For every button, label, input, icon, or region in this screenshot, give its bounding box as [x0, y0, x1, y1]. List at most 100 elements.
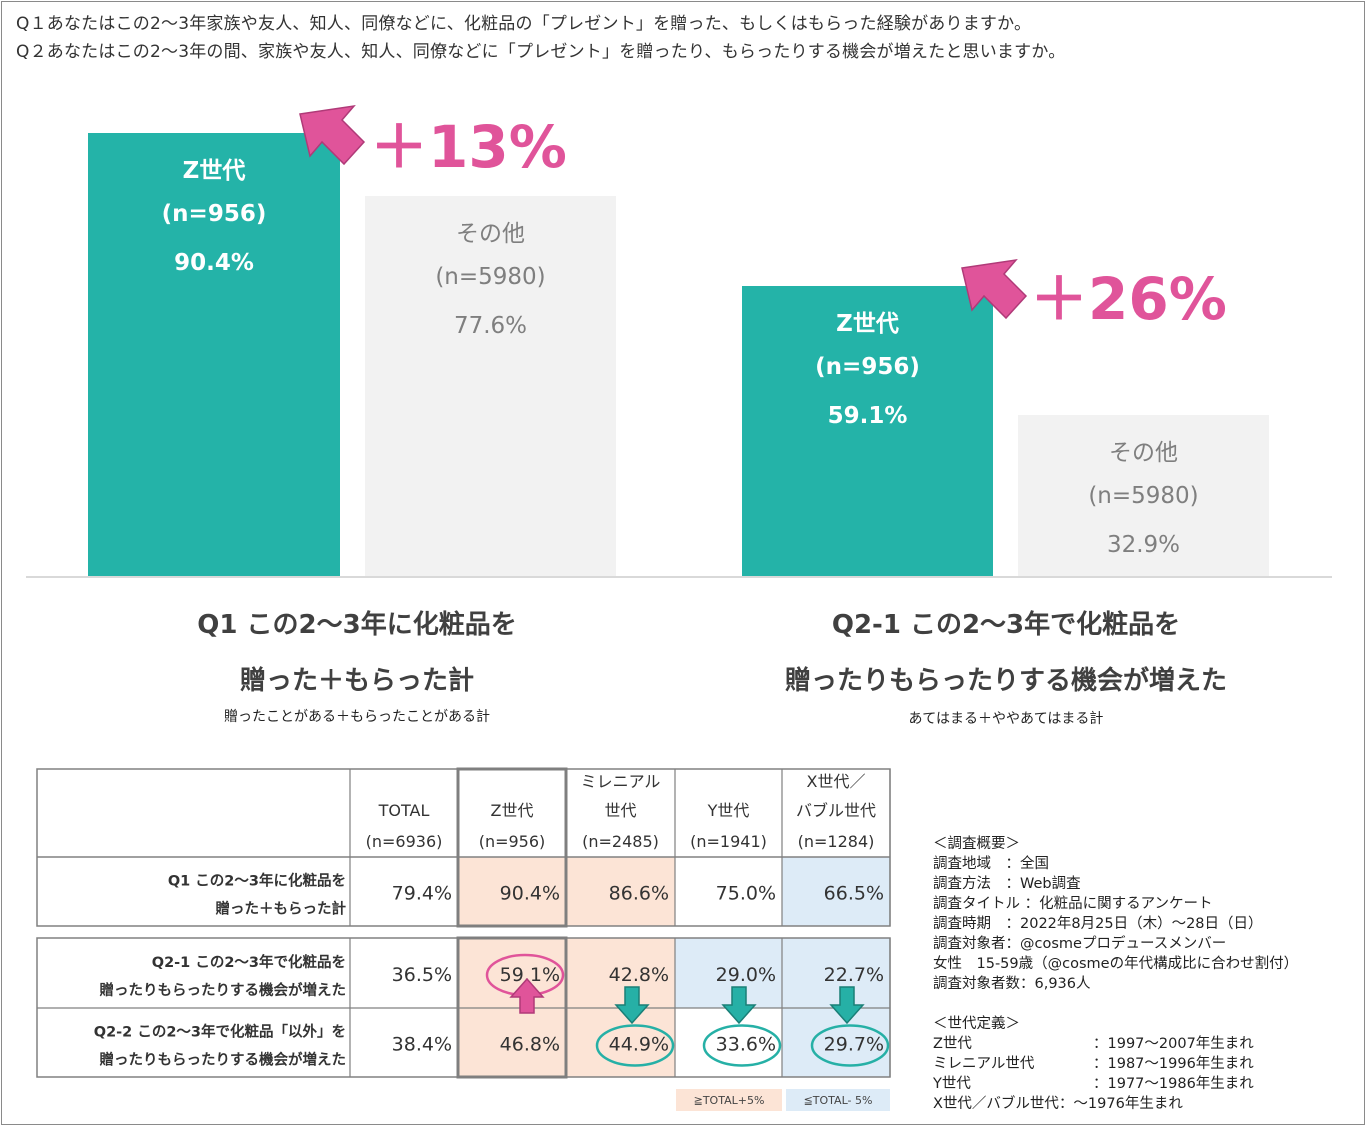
column-header: バブル世代	[796, 801, 876, 820]
table-cell-shade	[782, 1008, 890, 1077]
down-arrow-icon	[721, 986, 757, 1025]
question-q2: Q２あなたはこの2～3年の間、家族や友人、知人、同僚などに「プレゼント」を贈った…	[16, 42, 1066, 62]
row-label: 贈ったりもらったりする機会が増えた	[100, 981, 347, 999]
column-header: Y世代	[707, 801, 750, 820]
caption-q2-line2: 贈ったりもらったりする機会が増えた	[784, 666, 1227, 696]
table-cell-shade	[675, 938, 782, 1008]
summary-row: 調査時期 ： 2022年8月25日（木）～28日（日）	[933, 914, 1298, 934]
chart-baseline	[26, 576, 1332, 578]
table-cell-shade	[458, 857, 566, 926]
table-cell-shade	[782, 857, 890, 926]
row-label: Q2-1 この2～3年で化粧品を	[152, 953, 346, 971]
bar-q2-z-category: Z世代	[836, 311, 899, 337]
bar-q1-z-n: (n=956)	[161, 201, 267, 227]
table-cell-value: 38.4%	[392, 1034, 452, 1056]
down-arrow-icon	[829, 986, 865, 1025]
table-cell-value: 36.5%	[392, 964, 452, 986]
row-label: Q1 この2～3年に化粧品を	[168, 872, 346, 890]
summary-value: 全国	[1020, 856, 1049, 872]
generation-value: ：1997～2007年生まれ	[1093, 1036, 1254, 1052]
table-cell-shade	[782, 938, 890, 1008]
column-n: (n=6936)	[366, 832, 443, 851]
generation-row: Z世代 ：1997～2007年生まれ	[933, 1034, 1298, 1054]
up-arrow-icon-q2	[961, 258, 1028, 320]
summary-key: 調査地域 ：	[933, 856, 1020, 872]
generation-row: Y世代 ：1977～1986年生まれ	[933, 1074, 1298, 1094]
table-cell-value: 75.0%	[716, 883, 776, 905]
bar-q2-other-n: (n=5980)	[1088, 483, 1199, 509]
table-cell-value: 22.7%	[824, 964, 884, 986]
column-n: (n=1284)	[798, 832, 875, 851]
up-arrow-icon	[509, 977, 545, 1014]
row-label: 贈った＋もらった計	[216, 900, 347, 918]
caption-q1-sub: 贈ったことがある＋もらったことがある計	[224, 709, 490, 725]
table-cell-value: 29.7%	[824, 1034, 884, 1056]
column-n: (n=956)	[479, 832, 546, 851]
row-label: Q2-2 この2～3年で化粧品「以外」を	[94, 1023, 346, 1041]
table-cell-value: 44.9%	[609, 1034, 669, 1056]
summary-value: 化粧品に関するアンケート	[1039, 896, 1213, 912]
generation-value: ：1977～1986年生まれ	[1093, 1076, 1254, 1092]
generation-key: ミレニアル世代	[933, 1056, 1035, 1072]
caption-q2-sub: あてはまる＋ややあてはまる計	[908, 711, 1104, 727]
caption-q2-line1: Q2-1 この2～3年で化粧品を	[831, 610, 1181, 640]
bar-q1-z-value: 90.4%	[174, 250, 254, 276]
up-arrow-icon-q1	[299, 104, 366, 166]
highlight-circle	[595, 1024, 675, 1067]
down-arrow-icon	[614, 986, 650, 1025]
generation-value: ：～1976年生まれ	[1058, 1096, 1183, 1112]
row-label: 贈ったりもらったりする機会が増えた	[100, 1051, 347, 1069]
generation-value: ：1987～1996年生まれ	[1093, 1056, 1254, 1072]
summary-row: 調査地域 ：全国	[933, 854, 1298, 874]
bar-q1-other-category: その他	[456, 221, 525, 247]
delta-q2: ＋26%	[1030, 265, 1227, 333]
generation-heading: ＜世代定義＞	[933, 1016, 1020, 1032]
table-cell-value: 86.6%	[609, 883, 669, 905]
generation-key: Y世代	[933, 1076, 971, 1092]
column-n: (n=1941)	[690, 832, 767, 851]
table-cell-value: 46.8%	[500, 1034, 560, 1056]
summary-value: 2022年8月25日（木）～28日（日）	[1020, 916, 1263, 932]
column-header: TOTAL	[378, 801, 430, 820]
caption-q1-line2: 贈った＋もらった計	[239, 666, 474, 696]
summary-row: 調査方法 ： Web調査	[933, 874, 1298, 894]
table-cell-value: 42.8%	[609, 964, 669, 986]
table-cell-shade	[566, 1008, 675, 1077]
bar-q1-other: その他 (n=5980) 77.6%	[365, 196, 616, 576]
bar-q1-other-n: (n=5980)	[435, 264, 546, 290]
table-cell-value: 79.4%	[392, 883, 452, 905]
bar-q2-other: その他 (n=5980) 32.9%	[1018, 415, 1269, 576]
table-cell-value: 33.6%	[716, 1034, 776, 1056]
generation-row: X世代／バブル世代 ：～1976年生まれ	[933, 1094, 1298, 1114]
question-q1: Q１あなたはこの2～3年家族や友人、知人、同僚などに、化粧品の「プレゼント」を贈…	[16, 14, 1032, 34]
table-cell-value: 90.4%	[500, 883, 560, 905]
bar-q2-z: Z世代 (n=956) 59.1%	[742, 286, 993, 576]
bar-q1-z: Z世代 (n=956) 90.4%	[88, 133, 340, 576]
caption-q1-line1: Q1 この2～3年に化粧品を	[197, 610, 517, 640]
bar-q2-other-category: その他	[1109, 440, 1178, 466]
survey-summary: ＜調査概要＞ 調査地域 ：全国 調査方法 ： Web調査 調査タイトル ：化粧品に…	[933, 834, 1298, 1114]
summary-heading: ＜調査概要＞	[933, 836, 1020, 852]
z-column-highlight	[456, 936, 568, 1079]
summary-value: @cosmeプロデュースメンバー	[1020, 936, 1227, 952]
table-cell-value: 29.0%	[716, 964, 776, 986]
highlight-circle	[702, 1024, 782, 1067]
summary-key: 調査方法 ：	[933, 876, 1020, 892]
summary-value: Web調査	[1020, 876, 1081, 892]
summary-row: 調査対象者： @cosmeプロデュースメンバー	[933, 934, 1298, 954]
summary-key: 調査対象者：	[933, 936, 1020, 952]
generation-key: X世代／バブル世代	[933, 1096, 1059, 1112]
highlight-circle	[810, 1024, 890, 1067]
legend-low: ≦TOTAL- 5%	[786, 1089, 890, 1111]
generation-key: Z世代	[933, 1036, 972, 1052]
bar-q1-z-category: Z世代	[182, 158, 246, 184]
table-cell-shade	[566, 938, 675, 1008]
table-cell-shade	[458, 1008, 566, 1077]
summary-women: 女性 15-59歳（@cosmeの年代構成比に合わせ割付）	[933, 956, 1299, 972]
legend-high: ≧TOTAL+5%	[676, 1089, 782, 1111]
z-column-highlight	[456, 767, 568, 928]
column-n: (n=2485)	[582, 832, 659, 851]
summary-row: 調査タイトル ：化粧品に関するアンケート	[933, 894, 1298, 914]
column-header: X世代／	[807, 772, 866, 791]
